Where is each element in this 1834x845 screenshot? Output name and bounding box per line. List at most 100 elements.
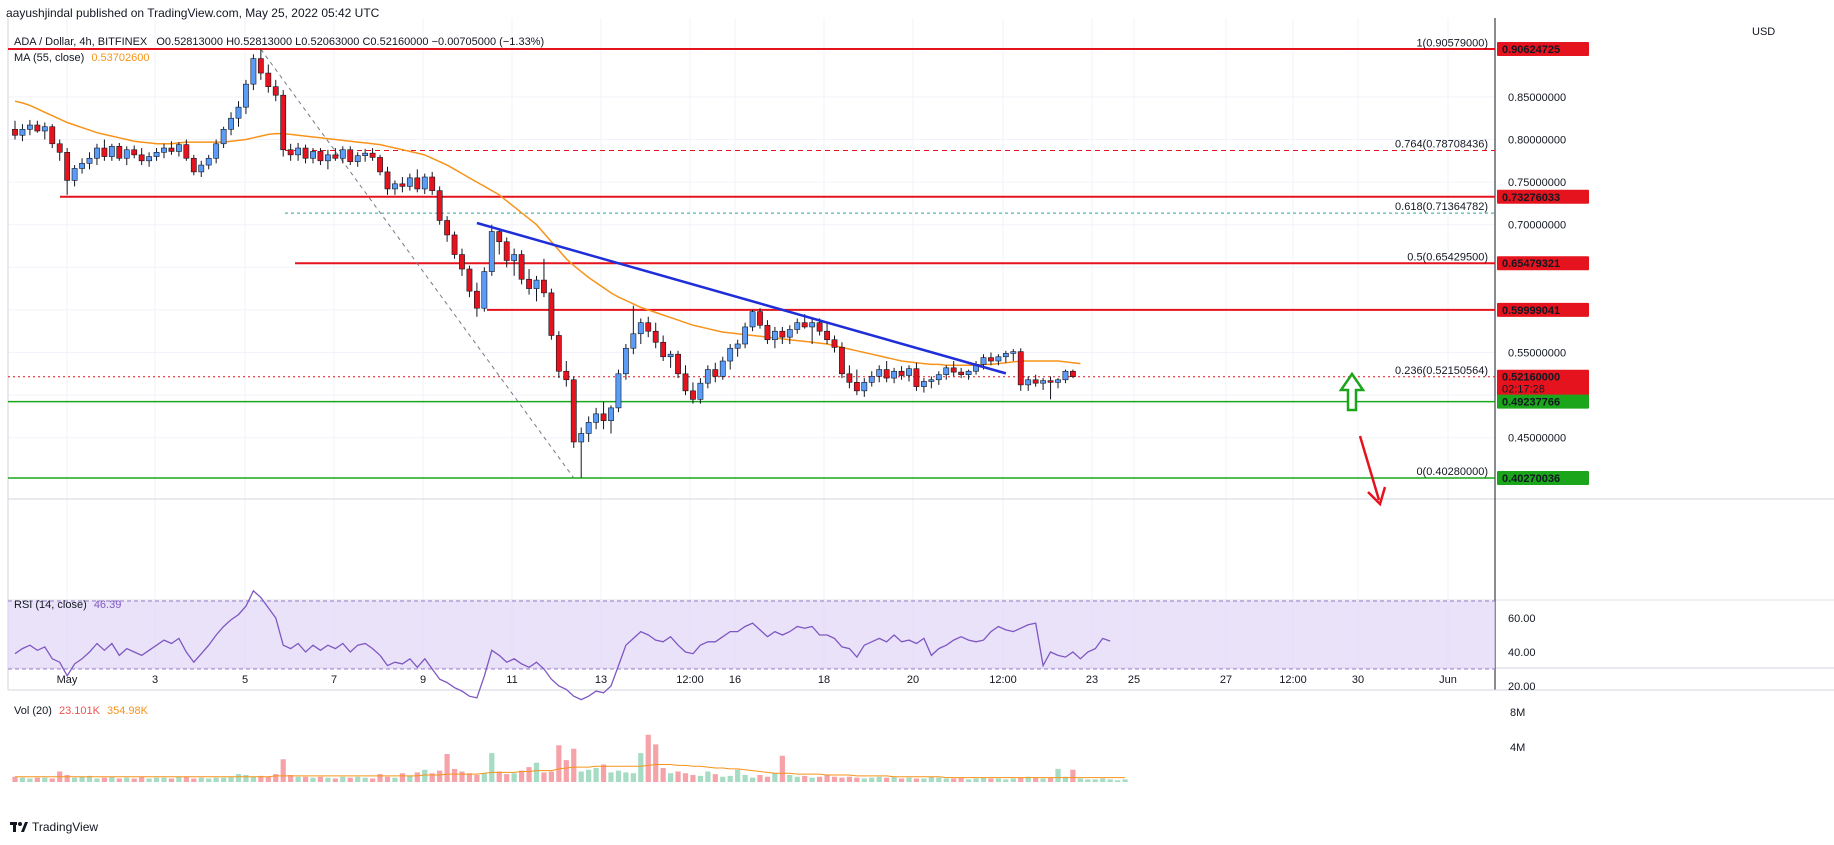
candle-body xyxy=(138,154,145,162)
candle xyxy=(868,371,875,387)
candle xyxy=(332,148,339,161)
candle-body xyxy=(198,164,205,173)
price-tag-bg xyxy=(1497,471,1589,485)
volume-bar xyxy=(109,776,115,782)
candle-body xyxy=(362,152,369,157)
candle-body xyxy=(593,413,599,423)
candle xyxy=(310,148,316,164)
candle-body xyxy=(235,106,242,119)
ma-legend[interactable]: MA (55, close) 0.53702600 xyxy=(14,52,150,64)
candle xyxy=(928,376,935,389)
candle xyxy=(704,365,711,389)
candle-body xyxy=(928,379,935,382)
volume-ma-value: 354.98K xyxy=(107,705,149,717)
candle-body xyxy=(108,146,115,157)
ma-value: 0.53702600 xyxy=(91,52,150,64)
volume-bar xyxy=(213,777,219,782)
candle xyxy=(466,265,473,298)
volume-bar xyxy=(653,744,659,782)
rsi-legend[interactable]: RSI (14, close) 46.39 xyxy=(14,599,121,611)
volume-bar xyxy=(578,771,584,782)
volume-bar xyxy=(563,760,569,782)
candle xyxy=(317,148,324,166)
price-tag: 0.90624725 xyxy=(1497,42,1589,56)
volume-bar xyxy=(1107,779,1113,782)
volume-label: Vol (20) xyxy=(14,705,52,717)
volume-bar xyxy=(94,778,100,782)
candle xyxy=(831,335,838,353)
volume-bar xyxy=(310,777,316,782)
candle xyxy=(392,180,398,195)
volume-bar xyxy=(876,776,882,782)
volume-bar xyxy=(846,776,852,782)
candle xyxy=(593,407,599,430)
footer-brand[interactable]: TradingView xyxy=(10,820,98,834)
candle xyxy=(511,248,518,276)
candle xyxy=(958,367,965,379)
candle xyxy=(876,365,883,383)
fib-label: 0.236(0.52150564) xyxy=(1395,365,1488,377)
candle xyxy=(742,322,748,349)
volume-bar xyxy=(831,776,838,782)
candle xyxy=(585,416,592,442)
candle xyxy=(161,143,167,159)
candle-body xyxy=(183,144,190,159)
candle-body xyxy=(988,357,994,362)
volume-bar xyxy=(295,776,301,782)
symbol-legend[interactable]: ADA / Dollar, 4h, BITFINEX O0.52813000 H… xyxy=(14,36,544,48)
candle xyxy=(518,250,525,285)
volume-bar xyxy=(19,777,26,782)
candle xyxy=(488,224,495,276)
price-tag-countdown: 02:17:28 xyxy=(1502,384,1545,396)
candles-layer xyxy=(12,49,1076,478)
time-tick: 12:00 xyxy=(1279,674,1307,686)
volume-bar xyxy=(444,754,450,782)
candle xyxy=(734,339,741,357)
price-tick: 0.85000000 xyxy=(1508,92,1566,104)
volume-bar xyxy=(1092,779,1098,782)
volume-bar xyxy=(1077,778,1083,782)
price-tag-bg xyxy=(1497,189,1589,204)
candle xyxy=(630,305,637,355)
candle xyxy=(496,228,503,255)
volume-bar xyxy=(153,777,160,782)
volume-bar xyxy=(966,779,972,782)
candle-body xyxy=(466,268,473,292)
candle-body xyxy=(369,152,376,158)
volume-tick: 8M xyxy=(1510,707,1525,719)
volume-bar xyxy=(362,777,368,782)
volume-bar xyxy=(839,777,845,782)
candle xyxy=(41,122,48,140)
candle-body xyxy=(146,156,152,162)
candle xyxy=(1070,369,1076,379)
candle xyxy=(898,366,905,380)
time-axis[interactable]: May 3 5 7 9 11 13 12:00 16 18 20 12:00 23 25 27 12:00 30… xyxy=(57,674,1457,686)
candle xyxy=(429,171,436,195)
volume-bar xyxy=(1040,778,1046,782)
time-tick: 12:00 xyxy=(676,674,704,686)
candle-body xyxy=(384,171,391,190)
candle xyxy=(287,143,294,161)
volume-bar xyxy=(593,768,599,782)
volume-bar xyxy=(891,776,897,782)
candle-body xyxy=(563,370,570,381)
candle-body xyxy=(250,58,257,85)
candle xyxy=(235,101,242,127)
candle-body xyxy=(943,367,950,375)
candle xyxy=(950,361,957,377)
candle-body xyxy=(86,157,93,164)
volume-legend[interactable]: Vol (20) 23.101K 354.98K xyxy=(14,705,148,717)
candle-body xyxy=(846,373,853,383)
volume-bar xyxy=(116,778,122,782)
candle-body xyxy=(488,231,495,272)
price-tick: 0.55000000 xyxy=(1508,348,1566,360)
ma-label: MA (55, close) xyxy=(14,52,85,64)
volume-bar xyxy=(496,771,502,782)
candle xyxy=(637,318,644,344)
candle xyxy=(682,365,689,396)
volume-bar xyxy=(690,775,696,782)
candle xyxy=(19,124,26,142)
time-tick: 9 xyxy=(420,674,426,686)
ma-line xyxy=(14,100,1081,367)
